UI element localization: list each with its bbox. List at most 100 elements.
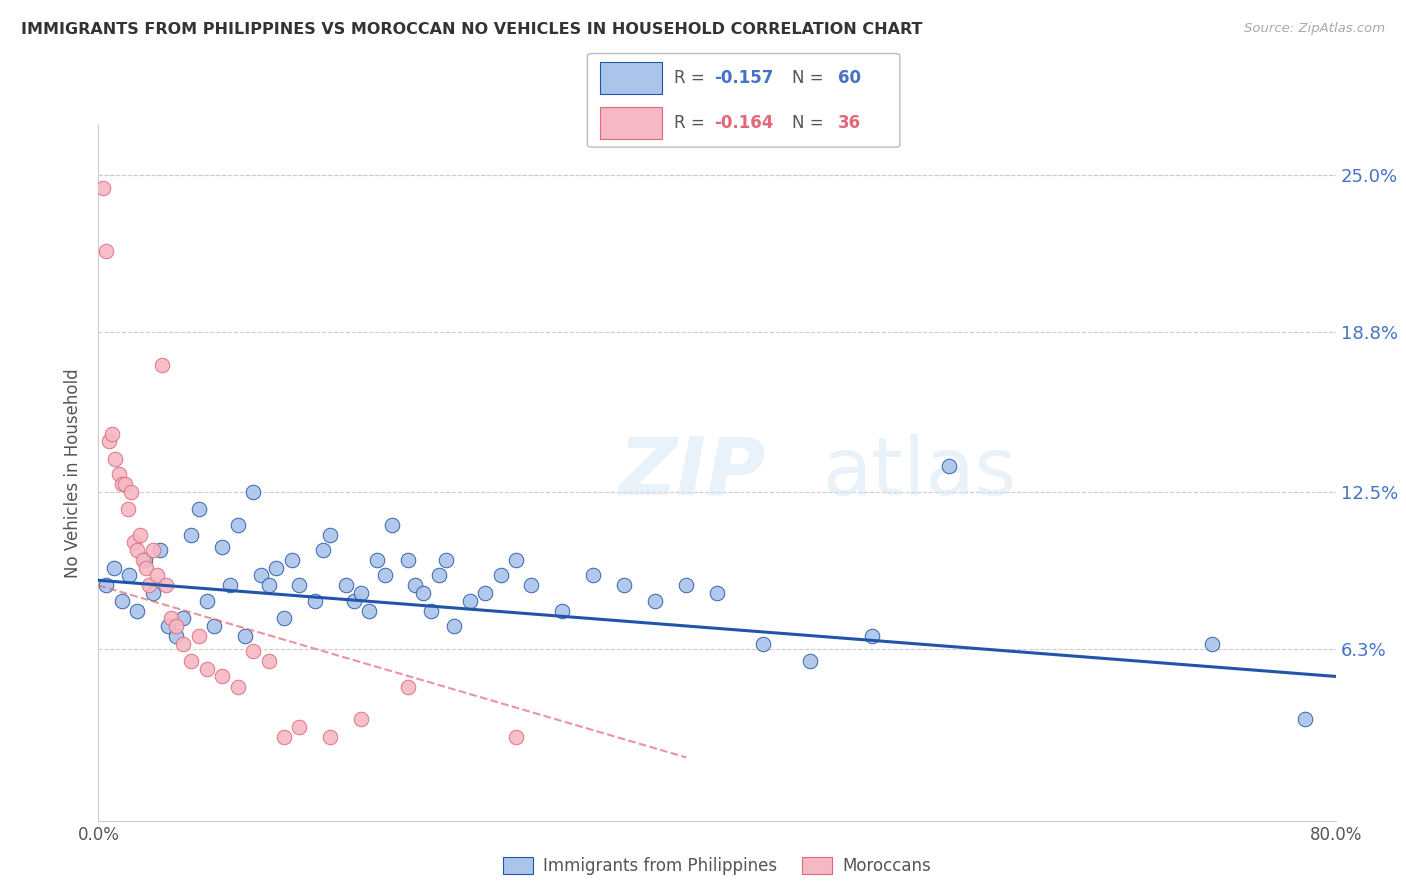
Point <box>173 611 195 625</box>
Text: 60: 60 <box>838 69 860 87</box>
Point <box>146 568 169 582</box>
Point <box>319 730 342 744</box>
Point <box>860 629 883 643</box>
Text: Source: ZipAtlas.com: Source: ZipAtlas.com <box>1244 22 1385 36</box>
Point <box>96 244 118 259</box>
Point <box>160 611 183 625</box>
Point <box>180 527 202 541</box>
Point <box>150 358 173 372</box>
Point <box>266 560 288 574</box>
Point <box>157 619 180 633</box>
Point <box>319 527 342 541</box>
Point <box>405 578 427 592</box>
Point <box>288 578 311 592</box>
Point <box>436 553 458 567</box>
Point <box>613 578 636 592</box>
Point <box>138 578 160 592</box>
Point <box>127 543 149 558</box>
Point <box>343 593 366 607</box>
Point <box>458 593 481 607</box>
Point <box>273 611 295 625</box>
Point <box>396 553 419 567</box>
Point <box>117 502 139 516</box>
Text: ZIP: ZIP <box>619 434 765 512</box>
Point <box>443 619 465 633</box>
Point <box>135 560 157 574</box>
Point <box>474 586 496 600</box>
Point <box>582 568 605 582</box>
Text: R =: R = <box>673 69 710 87</box>
Point <box>257 654 280 668</box>
Point <box>427 568 450 582</box>
Text: atlas: atlas <box>823 434 1017 512</box>
Point <box>235 629 257 643</box>
Point <box>250 568 273 582</box>
Point <box>288 720 311 734</box>
Point <box>505 730 527 744</box>
Point <box>173 636 195 650</box>
Point <box>96 578 118 592</box>
Point <box>242 484 264 499</box>
Y-axis label: No Vehicles in Household: No Vehicles in Household <box>65 368 83 578</box>
Text: 36: 36 <box>838 114 860 132</box>
Point <box>114 477 136 491</box>
Point <box>419 604 441 618</box>
Point <box>366 553 388 567</box>
Point <box>520 578 543 592</box>
Point <box>142 543 165 558</box>
Point <box>1294 713 1316 727</box>
Point <box>219 578 242 592</box>
Point <box>195 662 218 676</box>
Point <box>149 543 172 558</box>
FancyBboxPatch shape <box>588 54 900 147</box>
Point <box>134 553 156 567</box>
Point <box>304 593 326 607</box>
Point <box>188 629 211 643</box>
Point <box>120 484 142 499</box>
Point <box>350 586 373 600</box>
Point <box>165 619 187 633</box>
Point <box>127 604 149 618</box>
Point <box>505 553 527 567</box>
Point <box>412 586 434 600</box>
Legend: Immigrants from Philippines, Moroccans: Immigrants from Philippines, Moroccans <box>496 850 938 882</box>
FancyBboxPatch shape <box>600 62 662 94</box>
Point <box>799 654 821 668</box>
Point <box>752 636 775 650</box>
Point <box>111 593 134 607</box>
Point <box>118 568 141 582</box>
Point <box>257 578 280 592</box>
Point <box>111 477 134 491</box>
Text: -0.157: -0.157 <box>714 69 773 87</box>
Point <box>165 629 187 643</box>
Point <box>335 578 357 592</box>
Point <box>644 593 666 607</box>
Point <box>489 568 512 582</box>
Point <box>180 654 202 668</box>
Point <box>104 451 127 466</box>
Point <box>211 541 233 555</box>
FancyBboxPatch shape <box>600 107 662 139</box>
Point <box>273 730 295 744</box>
Point <box>706 586 728 600</box>
Point <box>204 619 226 633</box>
Point <box>374 568 396 582</box>
Point <box>188 502 211 516</box>
Point <box>312 543 335 558</box>
Point <box>155 578 177 592</box>
Point <box>350 713 373 727</box>
Point <box>381 517 404 532</box>
Point <box>107 467 129 481</box>
Text: N =: N = <box>792 114 828 132</box>
Text: N =: N = <box>792 69 828 87</box>
Point <box>122 535 145 549</box>
Point <box>129 527 152 541</box>
Point <box>675 578 697 592</box>
Point <box>195 593 218 607</box>
Point <box>211 669 233 683</box>
Point <box>103 560 125 574</box>
Point <box>142 586 165 600</box>
Text: IMMIGRANTS FROM PHILIPPINES VS MOROCCAN NO VEHICLES IN HOUSEHOLD CORRELATION CHA: IMMIGRANTS FROM PHILIPPINES VS MOROCCAN … <box>21 22 922 37</box>
Point <box>357 604 380 618</box>
Point <box>242 644 264 658</box>
